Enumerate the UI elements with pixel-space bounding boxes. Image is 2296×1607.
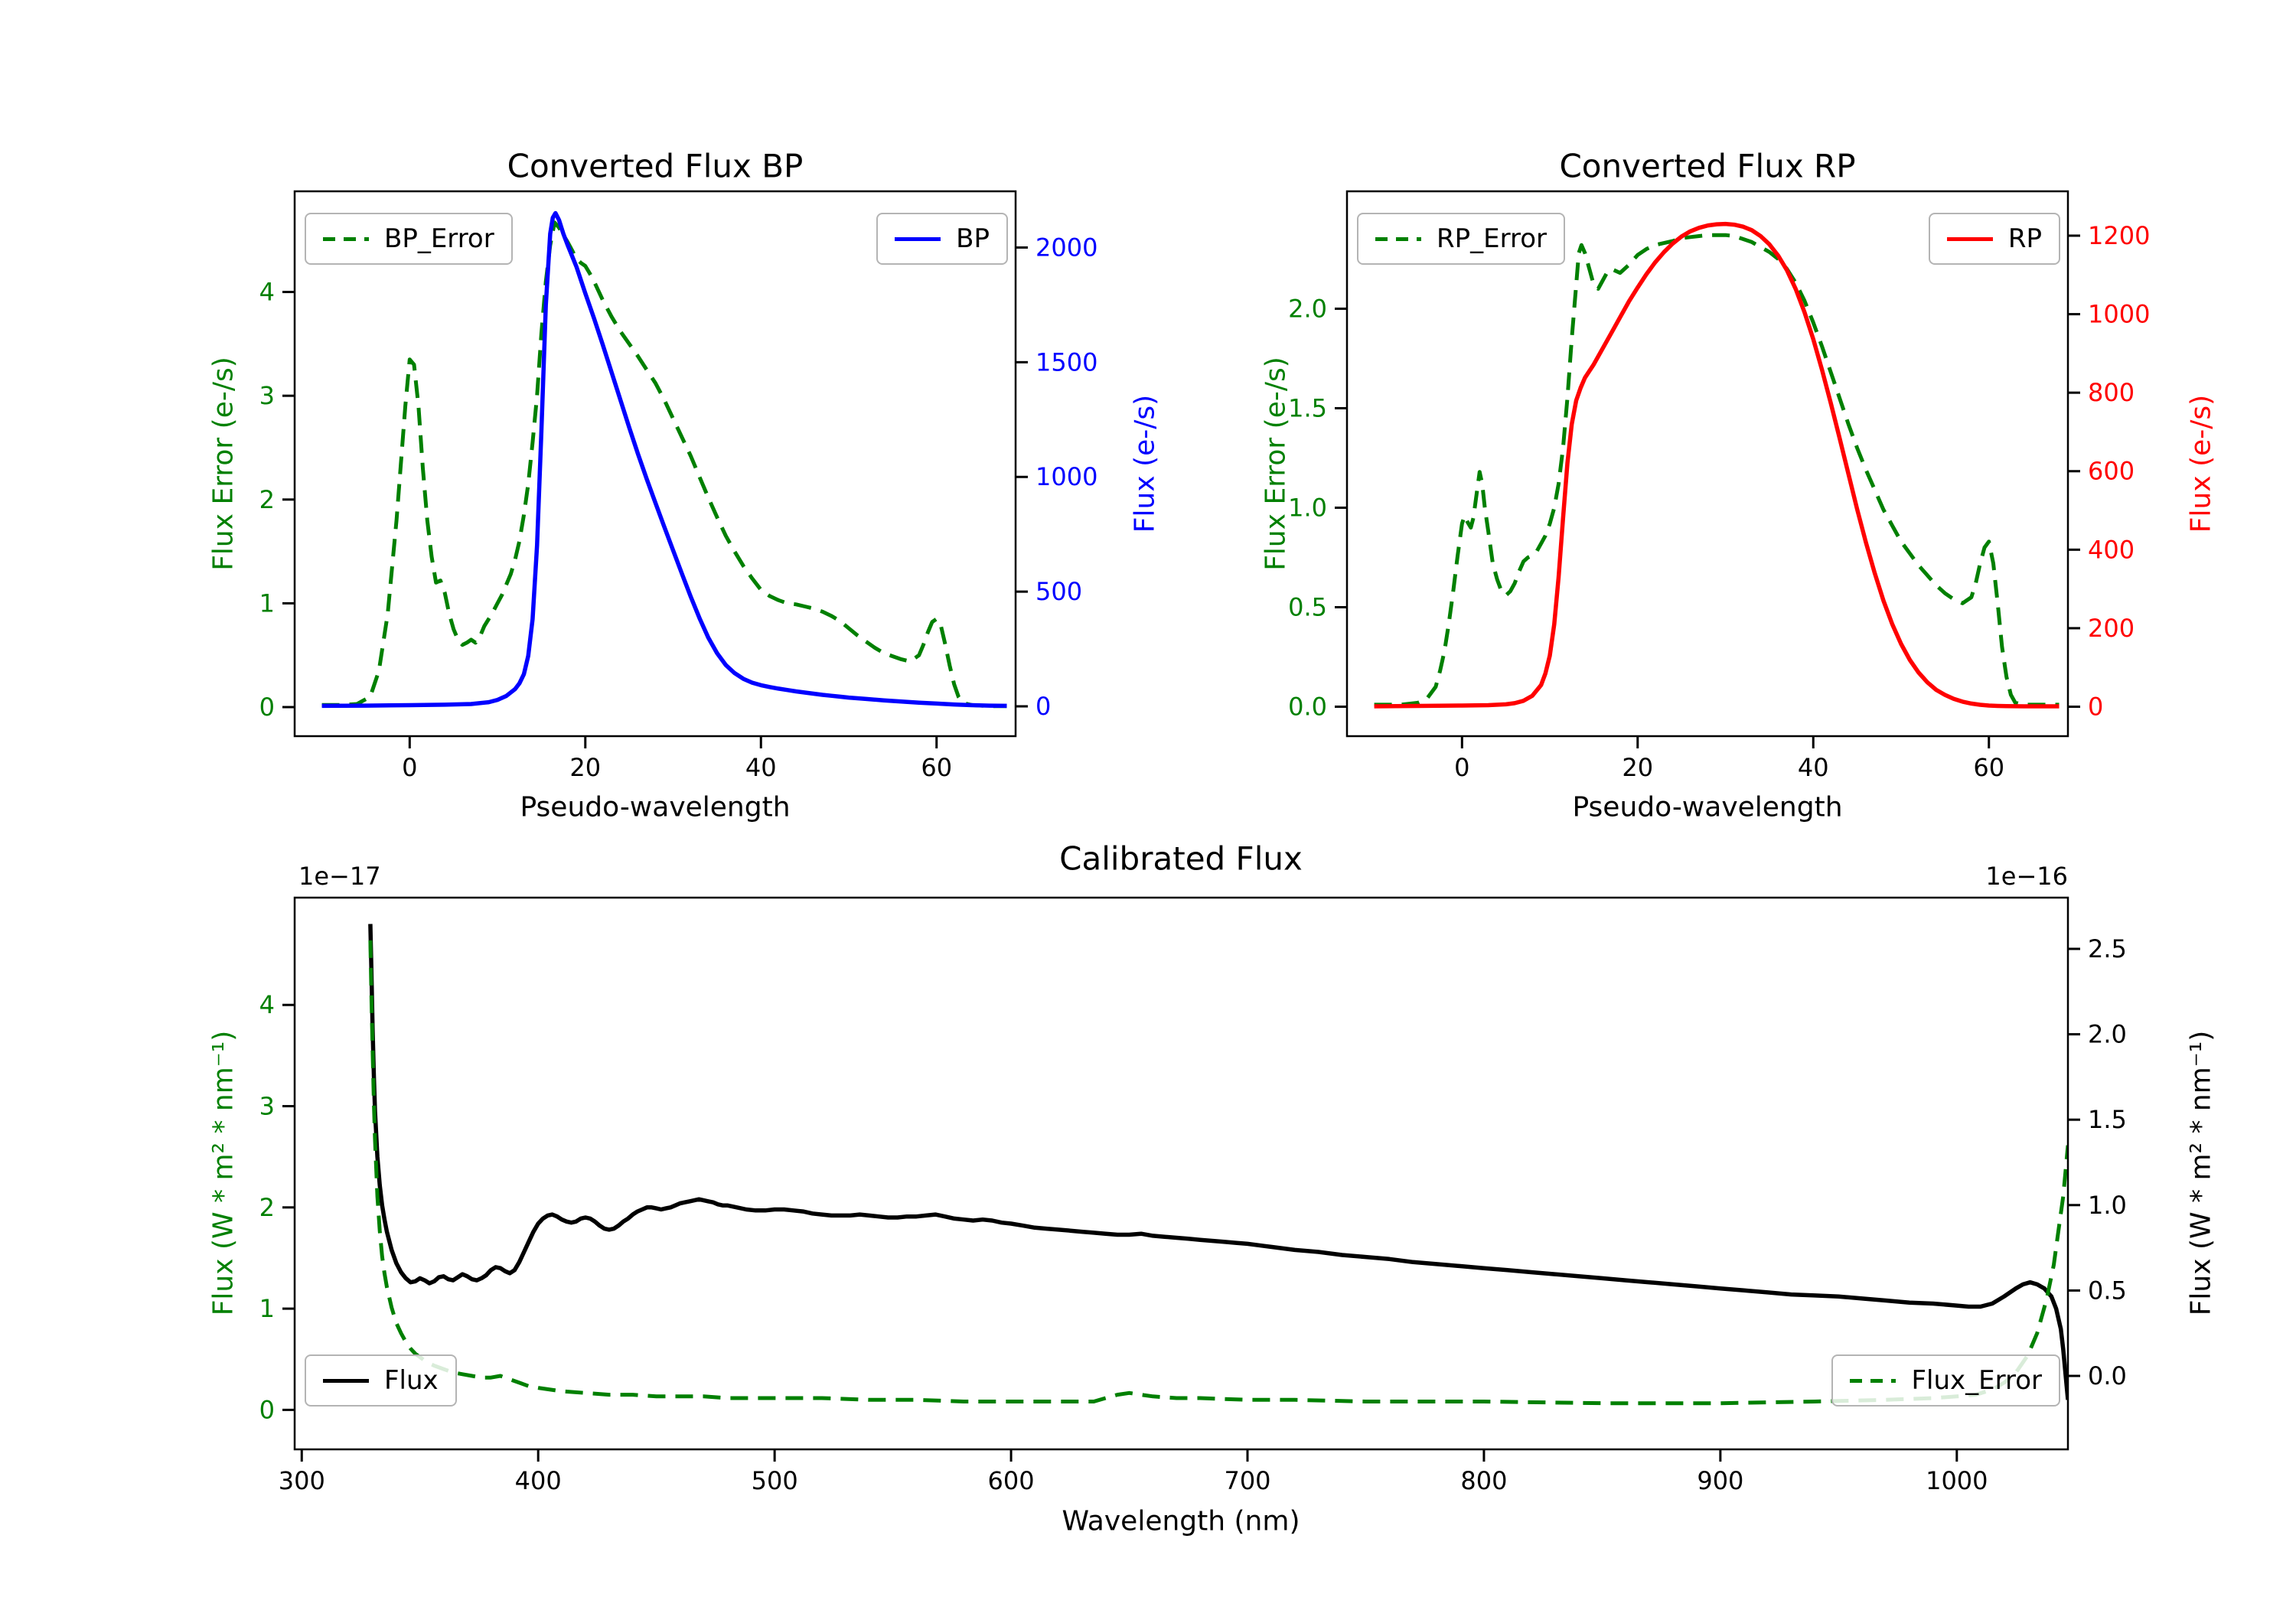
rp-series-rp xyxy=(1374,221,2060,709)
svg-text:800: 800 xyxy=(2088,378,2135,407)
rp-error-legend-line xyxy=(1375,236,1421,241)
svg-text:500: 500 xyxy=(752,1466,798,1495)
bp-spines xyxy=(293,190,1017,738)
svg-text:1: 1 xyxy=(259,588,275,618)
svg-text:20: 20 xyxy=(1622,753,1653,782)
bp-chart-title: Converted Flux BP xyxy=(507,147,804,185)
svg-text:2: 2 xyxy=(259,485,275,514)
svg-text:3: 3 xyxy=(259,1092,275,1121)
svg-text:0.5: 0.5 xyxy=(2088,1276,2127,1305)
svg-text:2000: 2000 xyxy=(1035,233,1097,262)
cal-chart-title: Calibrated Flux xyxy=(1059,839,1303,878)
svg-text:1000: 1000 xyxy=(2088,300,2150,329)
svg-text:0: 0 xyxy=(1454,753,1469,782)
bp-xaxis-label: Pseudo-wavelength xyxy=(520,791,791,823)
rp-legend-label: RP xyxy=(2007,223,2042,254)
flux-legend-label: Flux xyxy=(384,1365,439,1396)
svg-text:500: 500 xyxy=(1035,577,1082,606)
svg-text:0: 0 xyxy=(1035,692,1051,721)
svg-text:1000: 1000 xyxy=(1926,1466,1988,1495)
rp-error-legend-label: RP_Error xyxy=(1437,223,1548,254)
rp-yaxis-left-label: Flux Error (e-/s) xyxy=(1260,357,1292,571)
cal-yaxis-left-label: Flux (W * m² * nm⁻¹) xyxy=(207,1030,240,1316)
svg-text:1200: 1200 xyxy=(2088,221,2150,250)
bp-yaxis-left-label: Flux Error (e-/s) xyxy=(207,357,240,571)
svg-text:0.0: 0.0 xyxy=(1288,693,1327,722)
rp-error-legend: RP_Error xyxy=(1357,213,1566,265)
flux-error-legend-line xyxy=(1850,1378,1896,1383)
svg-text:40: 40 xyxy=(745,753,777,782)
cal-spines xyxy=(293,896,2069,1451)
rp-legend-line xyxy=(1946,236,1993,241)
bp-error-legend: BP_Error xyxy=(305,213,513,265)
svg-text:700: 700 xyxy=(1224,1466,1270,1495)
svg-text:2: 2 xyxy=(259,1193,275,1222)
svg-text:1: 1 xyxy=(259,1294,275,1323)
bp-legend: BP xyxy=(876,213,1008,265)
bp-yaxis-right-label: Flux (e-/s) xyxy=(1129,394,1161,533)
svg-text:0: 0 xyxy=(2088,693,2103,722)
svg-text:20: 20 xyxy=(569,753,601,782)
svg-text:2.5: 2.5 xyxy=(2088,934,2127,963)
svg-text:200: 200 xyxy=(2088,614,2135,643)
cal-axes: 300 400 500 600 700 800 900 1000 0 1 2 3 4 0.0 0.5 1.0 1… xyxy=(259,896,2127,1495)
svg-text:900: 900 xyxy=(1697,1466,1743,1495)
svg-text:4: 4 xyxy=(259,990,275,1019)
svg-text:600: 600 xyxy=(2088,457,2135,486)
svg-text:1000: 1000 xyxy=(1035,462,1097,491)
svg-text:60: 60 xyxy=(921,753,952,782)
bp-error-legend-line xyxy=(323,236,369,241)
bp-series-bp_error xyxy=(321,220,1007,709)
cal-left-scale-offset: 1e−17 xyxy=(298,862,381,891)
svg-text:40: 40 xyxy=(1798,753,1829,782)
svg-text:300: 300 xyxy=(279,1466,325,1495)
svg-text:0: 0 xyxy=(402,753,417,782)
svg-text:4: 4 xyxy=(259,278,275,307)
cal-right-scale-offset: 1e−16 xyxy=(1985,862,2068,891)
bp-series-bp xyxy=(321,210,1007,709)
svg-text:2.0: 2.0 xyxy=(2088,1020,2127,1049)
bp-legend-line xyxy=(895,236,941,241)
svg-text:3: 3 xyxy=(259,381,275,410)
flux-legend-line xyxy=(323,1378,369,1383)
svg-text:1.0: 1.0 xyxy=(1288,493,1327,522)
bp-error-legend-label: BP_Error xyxy=(384,223,494,254)
svg-text:0.0: 0.0 xyxy=(2088,1361,2127,1390)
svg-text:0: 0 xyxy=(259,693,275,722)
flux-legend: Flux xyxy=(305,1354,457,1407)
svg-text:1.0: 1.0 xyxy=(2088,1191,2127,1220)
svg-text:0.5: 0.5 xyxy=(1288,592,1327,621)
svg-text:2.0: 2.0 xyxy=(1288,294,1327,323)
flux-error-legend: Flux_Error xyxy=(1831,1354,2060,1407)
svg-text:400: 400 xyxy=(2088,535,2135,564)
rp-legend: RP xyxy=(1928,213,2060,265)
rp-yaxis-right-label: Flux (e-/s) xyxy=(2185,394,2217,533)
rp-series-rp_error xyxy=(1374,233,2060,707)
svg-text:800: 800 xyxy=(1460,1466,1507,1495)
svg-text:60: 60 xyxy=(1973,753,2004,782)
svg-text:1.5: 1.5 xyxy=(1288,393,1327,422)
rp-spines xyxy=(1345,190,2069,738)
svg-text:400: 400 xyxy=(515,1466,562,1495)
cal-yaxis-right-label: Flux (W * m² * nm⁻¹) xyxy=(2185,1030,2217,1316)
bp-legend-label: BP xyxy=(956,223,990,254)
svg-text:600: 600 xyxy=(988,1466,1035,1495)
flux-error-legend-label: Flux_Error xyxy=(1911,1365,2042,1396)
rp-chart-title: Converted Flux RP xyxy=(1559,147,1856,185)
cal-series-flux_error xyxy=(368,940,2068,1406)
svg-text:1.5: 1.5 xyxy=(2088,1105,2127,1134)
cal-series-flux xyxy=(368,924,2068,1400)
rp-axes: 0 20 40 60 0.0 0.5 1.0 1.5 2.0 0 200 400 600 800 1000 1… xyxy=(1288,190,2150,782)
cal-xaxis-label: Wavelength (nm) xyxy=(1062,1505,1300,1537)
rp-xaxis-label: Pseudo-wavelength xyxy=(1572,791,1843,823)
svg-text:0: 0 xyxy=(259,1395,275,1424)
svg-text:1500: 1500 xyxy=(1035,347,1097,376)
